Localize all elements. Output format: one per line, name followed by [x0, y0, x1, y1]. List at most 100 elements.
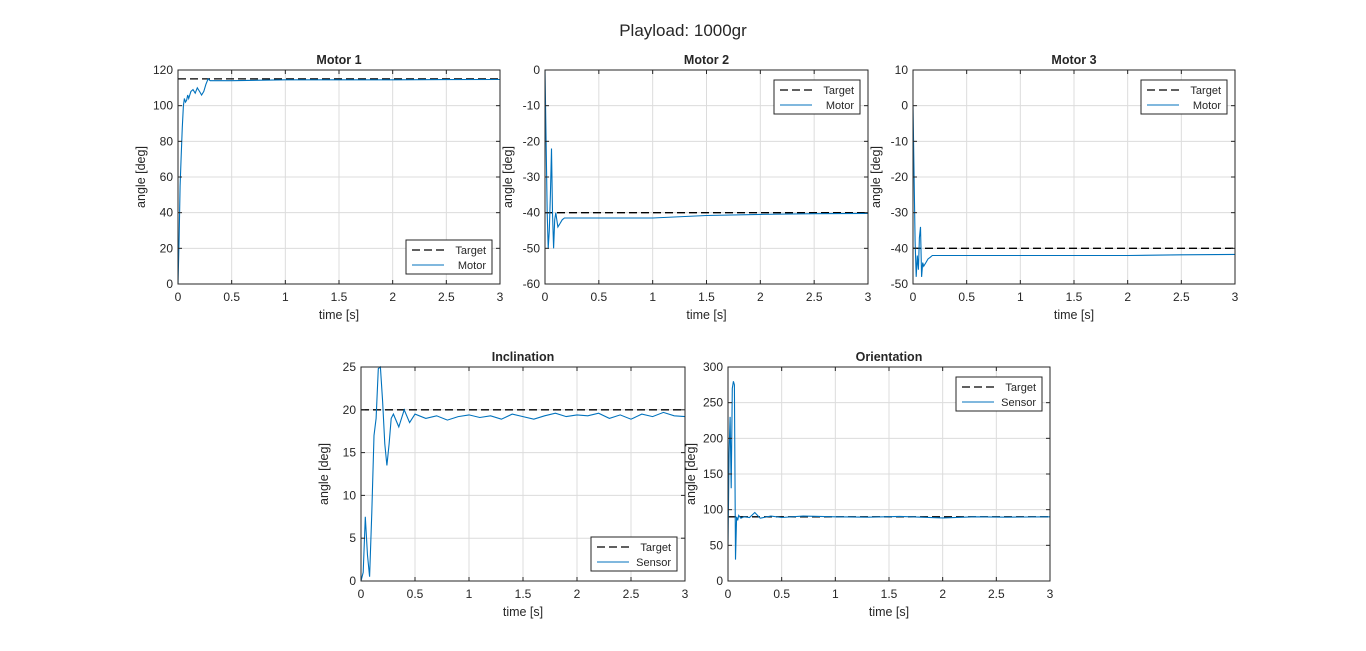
y-axis-label: angle [deg] — [317, 443, 331, 505]
x-tick-label: 2.5 — [1173, 290, 1190, 304]
x-tick-label: 1.5 — [698, 290, 715, 304]
y-tick-label: -60 — [523, 277, 541, 291]
y-axis-label: angle [deg] — [501, 146, 515, 208]
legend-label-target: Target — [823, 85, 854, 97]
subplot-title: Motor 3 — [1051, 53, 1096, 67]
legend-label-motor: Motor — [458, 260, 486, 272]
legend: Target Motor — [405, 239, 493, 275]
y-tick-label: 250 — [703, 396, 723, 410]
subplot-motor-1: 0 0.5 1 1.5 2 2.5 3 0 20 40 60 80 100 120 Motor 1 time … — [134, 53, 504, 322]
y-tick-label: -30 — [891, 206, 909, 220]
y-tick-label: -30 — [523, 170, 541, 184]
x-tick-label: 2.5 — [988, 587, 1005, 601]
y-tick-label: -20 — [523, 134, 541, 148]
x-tick-label: 3 — [1047, 587, 1054, 601]
legend: Target Motor — [1140, 79, 1228, 115]
legend-label-target: Target — [455, 245, 486, 257]
legend-label-target: Target — [640, 542, 671, 554]
y-tick-label: 10 — [895, 63, 909, 77]
y-tick-label: 200 — [703, 431, 723, 445]
legend-label-motor: Motor — [1193, 100, 1221, 112]
y-tick-label: 20 — [343, 403, 357, 417]
subplot-inclination: 0 0.5 1 1.5 2 2.5 3 0 5 10 15 20 25 Inclination time [… — [317, 350, 689, 619]
x-tick-label: 2.5 — [438, 290, 455, 304]
x-tick-label: 1 — [282, 290, 289, 304]
subplot-motor-2: 0 0.5 1 1.5 2 2.5 3 -60 -50 -40 -30 -20 -10 0 Motor 2 t… — [501, 53, 872, 322]
legend: Target Sensor — [955, 376, 1043, 412]
x-tick-label: 3 — [682, 587, 689, 601]
x-tick-label: 2 — [939, 587, 946, 601]
series-line-sensor — [361, 365, 685, 582]
y-tick-label: 0 — [533, 63, 540, 77]
y-tick-label: 100 — [703, 503, 723, 517]
x-tick-label: 1 — [649, 290, 656, 304]
y-tick-label: 0 — [349, 574, 356, 588]
x-tick-label: 3 — [865, 290, 872, 304]
y-axis-label: angle [deg] — [134, 146, 148, 208]
x-tick-label: 3 — [1232, 290, 1239, 304]
y-tick-label: 25 — [343, 360, 357, 374]
subplot-title: Motor 2 — [684, 53, 729, 67]
series-line-motor — [913, 105, 1235, 277]
legend-box — [1140, 79, 1228, 115]
x-tick-label: 2.5 — [623, 587, 640, 601]
y-tick-label: 0 — [901, 99, 908, 113]
legend-label-sensor: Sensor — [636, 557, 671, 569]
subplot-orientation: 0 0.5 1 1.5 2 2.5 3 0 50 100 150 200 250 300 Orientati… — [684, 350, 1054, 619]
x-tick-label: 0.5 — [958, 290, 975, 304]
legend-label-target: Target — [1190, 85, 1221, 97]
series-line-motor — [545, 69, 868, 249]
legend-box — [590, 536, 678, 572]
series-line-sensor — [728, 381, 1050, 560]
x-axis-label: time [s] — [686, 308, 726, 322]
legend: Target Motor — [773, 79, 861, 115]
y-tick-label: 10 — [343, 488, 357, 502]
series-line-motor — [178, 77, 500, 285]
x-tick-label: 2 — [1124, 290, 1131, 304]
x-axis-label: time [s] — [503, 605, 543, 619]
subplot-title: Motor 1 — [316, 53, 361, 67]
subplot-title: Orientation — [856, 350, 923, 364]
x-tick-label: 1.5 — [881, 587, 898, 601]
y-tick-label: -40 — [891, 241, 909, 255]
x-tick-label: 0 — [358, 587, 365, 601]
y-tick-label: 40 — [160, 206, 174, 220]
x-tick-label: 2 — [389, 290, 396, 304]
x-tick-label: 0.5 — [407, 587, 424, 601]
y-tick-label: 0 — [166, 277, 173, 291]
x-tick-label: 0 — [725, 587, 732, 601]
x-tick-label: 1.5 — [331, 290, 348, 304]
subplot-title: Inclination — [492, 350, 555, 364]
x-tick-label: 1 — [466, 587, 473, 601]
y-tick-label: -50 — [891, 277, 909, 291]
x-tick-label: 1.5 — [1066, 290, 1083, 304]
x-tick-label: 2.5 — [806, 290, 823, 304]
legend-box — [773, 79, 861, 115]
y-tick-label: -20 — [891, 170, 909, 184]
y-tick-label: 100 — [153, 99, 173, 113]
y-tick-label: 60 — [160, 170, 174, 184]
x-tick-label: 1 — [1017, 290, 1024, 304]
y-tick-label: 120 — [153, 63, 173, 77]
x-tick-label: 2 — [757, 290, 764, 304]
x-tick-label: 0.5 — [773, 587, 790, 601]
legend-label-target: Target — [1005, 382, 1036, 394]
legend-box — [955, 376, 1043, 412]
x-axis-label: time [s] — [1054, 308, 1094, 322]
figure-title: Playload: 1000gr — [619, 21, 747, 40]
y-tick-label: 15 — [343, 446, 357, 460]
y-tick-label: -10 — [891, 134, 909, 148]
x-axis-label: time [s] — [869, 605, 909, 619]
y-tick-label: 20 — [160, 241, 174, 255]
y-tick-label: 5 — [349, 531, 356, 545]
x-tick-label: 1 — [832, 587, 839, 601]
y-tick-label: 300 — [703, 360, 723, 374]
x-tick-label: 0 — [175, 290, 182, 304]
y-tick-label: 0 — [716, 574, 723, 588]
y-tick-label: 50 — [710, 538, 724, 552]
x-tick-label: 0.5 — [590, 290, 607, 304]
legend-label-motor: Motor — [826, 100, 854, 112]
x-tick-label: 3 — [497, 290, 504, 304]
